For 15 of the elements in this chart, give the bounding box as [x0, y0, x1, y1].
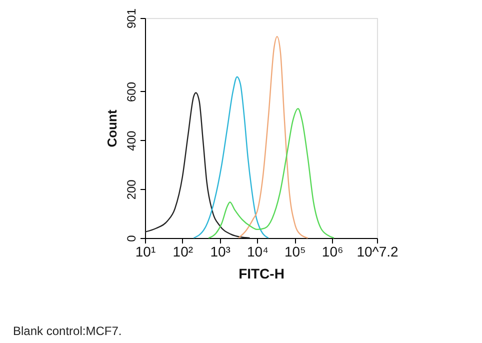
y-tick-label: 400 — [124, 130, 138, 151]
x-axis-title: FITC-H — [238, 266, 284, 282]
x-tick-label: 10⁶ — [322, 244, 344, 260]
x-tick-label: 10² — [172, 244, 194, 260]
y-tick-label: 0 — [124, 234, 138, 242]
y-tick-label: 600 — [124, 82, 138, 102]
x-tick-label: 10¹ — [135, 244, 156, 260]
text: Blank control:MCF7. — [13, 324, 122, 338]
y-tick-label: 200 — [124, 179, 138, 200]
y-tick-label: 901 — [124, 8, 138, 29]
x-tick-label: 10^7.2 — [356, 244, 399, 260]
x-tick-label: 10⁵ — [284, 244, 306, 260]
x-tick-label: 10³ — [210, 244, 231, 260]
x-tick-label: 10⁴ — [246, 244, 269, 260]
y-axis-title: Count — [104, 109, 120, 148]
